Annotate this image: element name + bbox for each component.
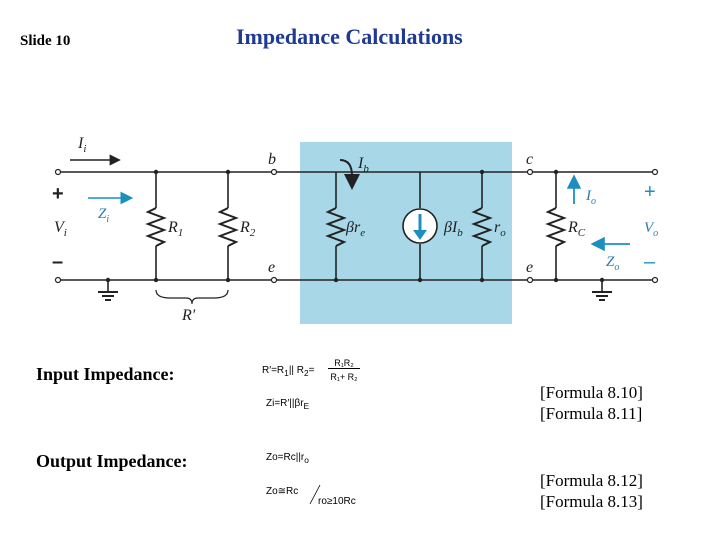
label-c: c [526, 151, 533, 168]
slide-number: Slide 10 [20, 33, 71, 49]
label-minus-input: – [52, 251, 63, 273]
label-beta-ib: βIb [443, 219, 463, 239]
current-source-beta-ib [402, 172, 438, 283]
formula-ref-8-11: [Formula 8.11] [540, 404, 643, 423]
equation-zi: Zi=R′||βrE [266, 398, 310, 411]
equation-zo-approx: Zo≅Rc ro≥10Rc [266, 484, 356, 507]
collector-node [526, 168, 534, 176]
formula-ref-8-10: [Formula 8.10] [540, 383, 643, 402]
ib-arrow [339, 159, 360, 190]
equation-rprime: R′=R1|| R2= R₁R₂ R₁+ R₂ [262, 358, 382, 388]
ground-symbol-left [98, 277, 118, 301]
input-terminal-top [54, 168, 62, 176]
label-ro: ro [494, 219, 506, 239]
label-vi: Vi [54, 219, 67, 239]
resistor-beta-re [325, 172, 347, 283]
label-e-right: e [526, 259, 533, 276]
formula-ref-8-12: [Formula 8.12] [540, 471, 643, 490]
slash-divider [309, 484, 321, 505]
label-beta-re: βre [345, 219, 365, 239]
label-vo: Vo [644, 220, 658, 239]
label-e-left: e [268, 259, 275, 276]
label-r2: R2 [239, 219, 256, 239]
input-impedance-label: Input Impedance: [36, 364, 175, 384]
base-node [270, 168, 278, 176]
input-terminal-bottom [54, 276, 62, 284]
output-terminal-top [651, 168, 659, 176]
label-rc: RC [567, 219, 586, 239]
label-minus-output: – [644, 251, 656, 273]
label-plus-input: + [52, 183, 64, 205]
rprime-brace [155, 289, 229, 305]
label-r1: R1 [167, 219, 183, 239]
emitter-node-right [526, 276, 534, 284]
output-terminal-bottom [651, 276, 659, 284]
label-zi: Zi [98, 206, 109, 225]
label-b: b [268, 151, 276, 168]
emitter-node-left [270, 276, 278, 284]
slide-title: Impedance Calculations [236, 24, 463, 49]
label-plus-output: + [644, 181, 656, 203]
label-ii: Ii [77, 135, 86, 155]
resistor-r2 [217, 169, 239, 283]
label-ib: Ib [357, 155, 369, 175]
output-impedance-label: Output Impedance: [36, 451, 188, 471]
resistor-ro [471, 169, 493, 283]
resistor-r1 [145, 169, 167, 283]
label-zo: Zo [606, 254, 619, 273]
circuit-diagram: Ii + Vi – Zi R1 R2 R′ b e c e Ib βre βIb… [52, 135, 659, 324]
label-io: Io [585, 188, 596, 207]
equation-zo: Zo=Rc||ro [266, 452, 309, 465]
formula-ref-8-13: [Formula 8.13] [540, 492, 643, 511]
resistor-rc [545, 169, 567, 283]
ground-symbol-right [592, 277, 612, 301]
label-rprime: R′ [181, 307, 196, 324]
